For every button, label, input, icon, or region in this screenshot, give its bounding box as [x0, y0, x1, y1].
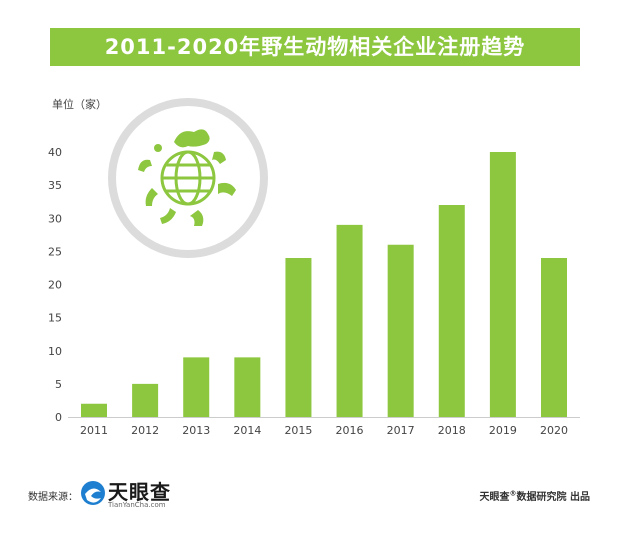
- y-tick-label: 10: [48, 345, 62, 358]
- data-source-label: 数据来源：: [28, 492, 78, 503]
- x-tick-label: 2020: [540, 424, 568, 437]
- credit-brand: 天眼查: [479, 492, 510, 503]
- y-tick-label: 30: [48, 212, 62, 225]
- y-tick-label: 0: [55, 411, 62, 424]
- x-tick-label: 2012: [131, 424, 159, 437]
- bar-2016: [336, 224, 363, 417]
- y-tick-label: 35: [48, 179, 62, 192]
- y-tick-label: 5: [55, 378, 62, 391]
- chart-title: 2011-2020年野生动物相关企业注册趋势: [50, 28, 580, 66]
- x-tick-label: 2013: [182, 424, 210, 437]
- bar-2013: [183, 357, 210, 417]
- y-tick-label: 15: [48, 312, 62, 325]
- bar-2015: [285, 258, 312, 417]
- x-tick-label: 2011: [80, 424, 108, 437]
- globe-wildlife-icon: [108, 98, 268, 258]
- bar-2014: [234, 357, 261, 417]
- credit-registered-mark: ®: [509, 489, 517, 498]
- bar-2012: [132, 383, 159, 417]
- y-tick-label: 40: [48, 146, 62, 159]
- x-tick-label: 2015: [284, 424, 312, 437]
- logo-url: TianYanCha.com: [108, 501, 166, 509]
- x-tick-label: 2014: [233, 424, 261, 437]
- y-tick-label: 20: [48, 279, 62, 292]
- tianyancha-logo-icon: [81, 481, 105, 505]
- x-tick-label: 2016: [336, 424, 364, 437]
- bar-2020: [541, 258, 567, 417]
- x-tick-label: 2018: [438, 424, 466, 437]
- y-axis-unit-label: 单位（家）: [52, 98, 107, 111]
- y-tick-label: 25: [48, 245, 62, 258]
- credit-rest: 数据研究院 出品: [516, 492, 590, 503]
- credit-line: 天眼查®数据研究院 出品: [480, 488, 590, 503]
- x-tick-label: 2017: [387, 424, 415, 437]
- bar-2017: [387, 244, 414, 417]
- bar-2011: [81, 403, 107, 417]
- tianyancha-logo: 天眼查 TianYanCha.com: [80, 476, 190, 512]
- bar-2018: [438, 205, 465, 417]
- x-tick-label: 2019: [489, 424, 517, 437]
- bar-2019: [489, 152, 516, 417]
- logo-text: 天眼查: [108, 480, 171, 504]
